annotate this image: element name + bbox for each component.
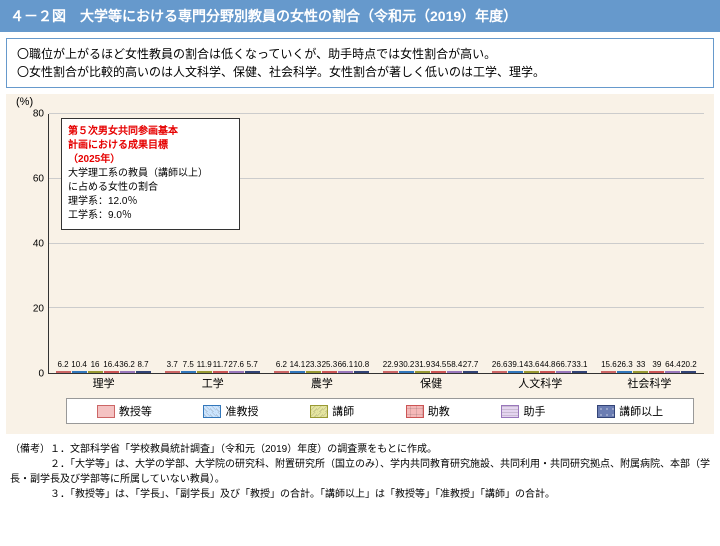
y-unit: (%) — [16, 96, 33, 108]
footnotes: （備考）１．文部科学省「学校教員統計調査」（令和元（2019）年度）の調査票をも… — [10, 442, 710, 502]
note-line: 〇職位が上がるほど女性教員の割合は低くなっていくが、助手時点では女性割合が高い。 — [17, 45, 703, 63]
target-annotation: 第５次男女共同参画基本計画における成果目標（2025年）大学理工系の教員（講師以… — [61, 118, 240, 230]
footnote: ２．「大学等」は、大学の学部、大学院の研究科、附置研究所（国立のみ）、学内共同教… — [10, 457, 710, 487]
footnote: （備考）１．文部科学省「学校教員統計調査」（令和元（2019）年度）の調査票をも… — [10, 442, 710, 457]
bar-chart: (%) 020406080 6.210.41616.436.28.7理学3.77… — [6, 94, 714, 434]
footnote: ３．「教授等」は、「学長」、「副学長」及び「教授」の合計。「講師以上」は「教授等… — [10, 487, 710, 502]
legend: 教授等准教授講師助教助手講師以上 — [66, 398, 694, 424]
y-axis: 020406080 — [24, 114, 44, 374]
summary-notes: 〇職位が上がるほど女性教員の割合は低くなっていくが、助手時点では女性割合が高い。… — [6, 38, 714, 88]
note-line: 〇女性割合が比較的高いのは人文科学、保健、社会科学。女性割合が著しく低いのは工学… — [17, 63, 703, 81]
page-title: ４－２図 大学等における専門分野別教員の女性の割合（令和元（2019）年度） — [0, 0, 720, 32]
